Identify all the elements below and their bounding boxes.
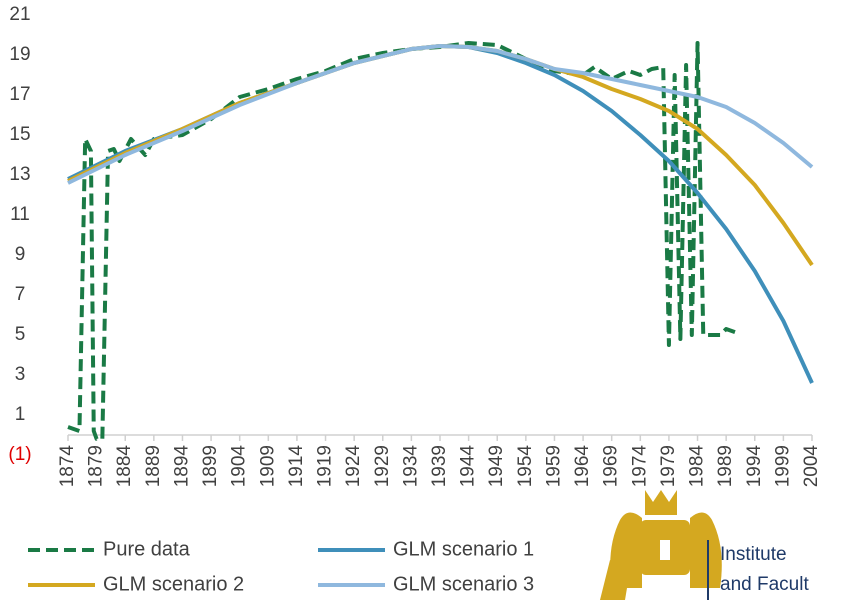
- x-tick-label: 1969: [601, 445, 622, 487]
- x-tick-label: 1939: [429, 445, 450, 487]
- x-tick-label: 1989: [715, 445, 736, 487]
- y-tick-label: (1): [8, 444, 31, 465]
- logo-text: Institute: [720, 544, 787, 565]
- x-tick-label: 1929: [372, 445, 393, 487]
- x-tick-label: 1904: [229, 445, 250, 488]
- y-tick-label: 21: [9, 4, 30, 25]
- y-tick-label: 1: [15, 404, 26, 425]
- x-tick-label: 1999: [772, 445, 793, 487]
- legend-label: Pure data: [103, 538, 191, 560]
- y-tick-label: 11: [10, 204, 30, 225]
- y-tick-label: 19: [9, 44, 30, 65]
- legend-label: GLM scenario 2: [103, 573, 244, 595]
- series-line: [67, 44, 814, 185]
- x-tick-label: 1944: [458, 445, 479, 488]
- legend-label: GLM scenario 1: [393, 538, 534, 560]
- x-tick-label: 1894: [171, 445, 192, 488]
- series-line: [67, 41, 739, 441]
- x-tick-label: 1994: [744, 445, 765, 488]
- x-tick-label: 1879: [86, 445, 107, 487]
- x-tick-label: 1959: [543, 445, 564, 487]
- logo-text: and Facult: [720, 574, 809, 595]
- logo-crest: [600, 490, 722, 600]
- y-tick-label: 13: [9, 164, 30, 185]
- y-tick-label: 17: [9, 84, 30, 105]
- y-tick-label: 15: [9, 124, 30, 145]
- x-tick-label: 1954: [515, 445, 536, 488]
- x-tick-label: 1924: [343, 445, 364, 488]
- x-tick-label: 1984: [687, 445, 708, 488]
- x-tick-label: 1914: [286, 445, 307, 488]
- x-tick-label: 1919: [315, 445, 336, 487]
- x-tick-label: 1889: [143, 445, 164, 487]
- x-tick-label: 1974: [629, 445, 650, 488]
- x-tick-label: 1874: [57, 445, 78, 488]
- x-tick-label: 2004: [801, 445, 822, 488]
- x-tick-label: 1884: [114, 445, 135, 488]
- y-tick-label: 3: [15, 364, 26, 385]
- legend-label: GLM scenario 3: [393, 573, 534, 595]
- x-tick-label: 1949: [486, 445, 507, 487]
- x-tick-label: 1909: [257, 445, 278, 487]
- x-tick-label: 1899: [200, 445, 221, 487]
- y-tick-label: 5: [15, 324, 26, 345]
- x-tick-label: 1934: [400, 445, 421, 488]
- y-tick-label: 7: [15, 284, 26, 305]
- x-tick-label: 1979: [658, 445, 679, 487]
- y-tick-label: 9: [15, 244, 26, 265]
- x-tick-label: 1964: [572, 445, 593, 488]
